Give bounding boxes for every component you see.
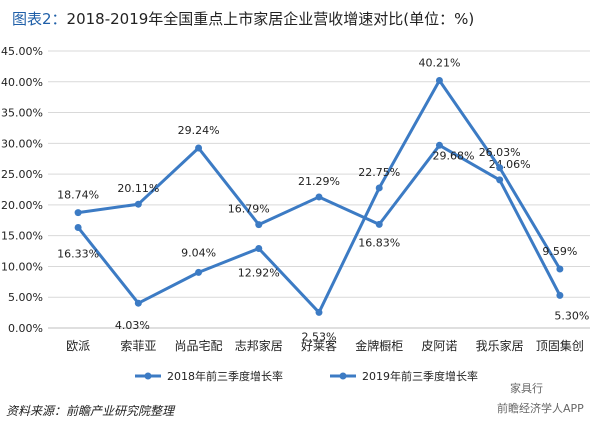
data-label: 21.29% <box>298 175 340 188</box>
data-label: 20.11% <box>117 182 159 195</box>
legend-marker <box>339 372 347 380</box>
data-label: 16.79% <box>228 203 270 216</box>
line-chart: 0.00% 5.00% 10.00% 15.00% 20.00% 25.00% 30.00%… <box>1 45 590 383</box>
y-tick-label: 40.00% <box>1 76 43 89</box>
data-label: 29.68% <box>432 149 474 162</box>
data-point <box>315 308 323 316</box>
y-tick-label: 30.00% <box>1 137 43 150</box>
watermark-left: 家具行 <box>510 382 543 395</box>
data-label: 9.59% <box>542 245 577 258</box>
data-point <box>74 223 82 231</box>
data-point <box>556 265 564 273</box>
y-tick-label: 45.00% <box>1 45 43 58</box>
x-tick-label: 欧派 <box>66 339 90 353</box>
data-point <box>435 141 443 149</box>
data-point <box>496 176 504 184</box>
legend-label: 2019年前三季度增长率 <box>362 369 478 383</box>
data-point <box>375 184 383 192</box>
data-label: 4.03% <box>115 319 150 332</box>
watermark-right: 前瞻经济学人APP <box>497 402 584 415</box>
x-tick-label: 好莱客 <box>301 338 337 353</box>
y-tick-label: 35.00% <box>1 107 43 120</box>
data-point <box>556 291 564 299</box>
data-point <box>255 244 263 252</box>
data-label: 9.04% <box>181 246 216 259</box>
data-label: 16.33% <box>57 247 99 260</box>
source-note: 资料来源：前瞻产业研究院整理 <box>6 404 175 418</box>
data-point <box>375 220 383 228</box>
x-tick-label: 尚品宅配 <box>175 338 223 353</box>
chart-title: 图表2：2018-2019年全国重点上市家居企业营收增速对比(单位：%) <box>12 8 474 29</box>
data-label: 2.53% <box>302 330 337 343</box>
x-tick-label: 索菲亚 <box>120 339 156 353</box>
data-point <box>496 164 504 172</box>
x-tick-label: 顶固集创 <box>536 338 584 353</box>
x-tick-label: 志邦家居 <box>235 338 283 353</box>
x-tick-label: 金牌橱柜 <box>355 338 403 353</box>
y-tick-label: 0.00% <box>8 322 43 335</box>
data-point <box>195 144 203 152</box>
data-point <box>134 299 142 307</box>
data-point <box>195 268 203 276</box>
data-label: 29.24% <box>178 124 220 137</box>
legend-marker <box>144 372 152 380</box>
data-label: 22.75% <box>358 166 400 179</box>
x-tick-label: 我乐家居 <box>476 338 524 353</box>
data-point <box>134 200 142 208</box>
data-point <box>255 221 263 229</box>
data-point <box>315 193 323 201</box>
data-label: 12.92% <box>238 266 280 279</box>
data-label: 40.21% <box>418 56 460 69</box>
data-label: 16.83% <box>358 236 400 249</box>
y-tick-label: 5.00% <box>8 291 43 304</box>
y-tick-label: 10.00% <box>1 260 43 273</box>
chart-title-label: 图表2： <box>12 10 67 28</box>
data-point <box>435 76 443 84</box>
data-point <box>74 209 82 217</box>
legend-label: 2018年前三季度增长率 <box>167 369 283 383</box>
y-tick-label: 20.00% <box>1 199 43 212</box>
chart-title-text: 2018-2019年全国重点上市家居企业营收增速对比(单位：%) <box>66 10 475 28</box>
data-label: 26.03% <box>479 146 521 159</box>
series-line <box>77 143 562 297</box>
data-label: 5.30% <box>554 309 589 322</box>
y-tick-label: 15.00% <box>1 230 43 243</box>
y-tick-label: 25.00% <box>1 168 43 181</box>
x-tick-label: 皮阿诺 <box>421 339 457 353</box>
data-label: 18.74% <box>57 189 99 202</box>
